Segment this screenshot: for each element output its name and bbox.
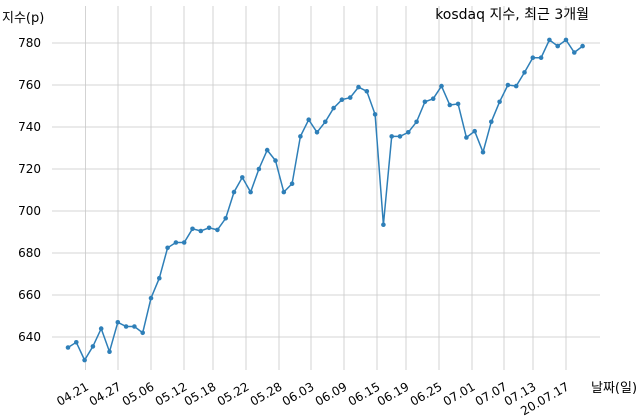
grid-lines	[52, 6, 600, 370]
data-point	[331, 105, 336, 111]
data-point	[389, 134, 395, 139]
data-point	[489, 119, 494, 125]
data-point	[397, 134, 403, 139]
data-point	[314, 130, 320, 135]
data-point	[231, 189, 237, 195]
data-point	[190, 226, 195, 232]
data-point	[240, 175, 245, 180]
data-point	[74, 340, 79, 345]
data-point	[480, 149, 486, 155]
data-point	[356, 84, 361, 90]
data-point	[107, 349, 112, 355]
data-point	[572, 50, 577, 55]
data-point	[123, 324, 129, 329]
data-point	[563, 37, 569, 43]
data-point	[132, 324, 137, 329]
x-tick-label: 06.25	[408, 379, 445, 408]
y-axis-label: 지수(p)	[2, 11, 44, 26]
data-point	[372, 112, 378, 117]
data-point	[140, 330, 145, 336]
y-tick-label: 780	[18, 36, 41, 50]
data-point	[273, 158, 278, 163]
data-point	[381, 222, 386, 227]
data-point	[82, 357, 87, 363]
data-point	[347, 95, 353, 100]
data-point	[173, 240, 179, 245]
x-tick-label: 06.15	[346, 379, 383, 408]
data-point	[406, 130, 411, 135]
x-tick-label: 04.21	[54, 379, 91, 408]
y-tick-label: 660	[18, 288, 41, 302]
x-tick-label: 05.28	[248, 379, 285, 408]
y-tick-label: 740	[18, 120, 41, 134]
x-tick-label: 07.07	[473, 379, 510, 408]
data-point	[148, 295, 154, 301]
data-point	[464, 135, 469, 140]
data-point	[165, 245, 170, 251]
data-point	[430, 96, 436, 101]
y-tick-label: 760	[18, 78, 41, 92]
x-tick-label: 05.22	[215, 379, 252, 408]
data-point	[530, 55, 536, 60]
x-tick-label: 04.27	[87, 379, 124, 408]
data-point	[339, 97, 345, 102]
data-point	[98, 326, 104, 331]
data-point	[439, 83, 444, 89]
series-line	[67, 38, 584, 362]
x-tick-label: 06.19	[375, 379, 412, 408]
data-point	[206, 225, 212, 231]
data-point	[364, 89, 370, 94]
y-axis-ticks: 640 660 680 700 720 740 760 780	[18, 36, 41, 344]
data-point	[580, 43, 585, 49]
data-point	[547, 37, 552, 43]
x-tick-label: 06.09	[313, 379, 350, 408]
data-point	[323, 119, 328, 125]
x-tick-label: 06.03	[280, 379, 317, 408]
data-point	[538, 55, 544, 60]
x-axis-label: 날짜(일)	[591, 381, 637, 396]
data-point	[513, 83, 519, 89]
data-point	[455, 101, 461, 107]
series-points	[65, 37, 585, 363]
data-point	[497, 99, 502, 105]
data-point	[306, 117, 312, 122]
data-point	[90, 344, 96, 349]
x-tick-label: 05.12	[153, 379, 190, 408]
data-point	[65, 345, 71, 350]
data-point	[157, 275, 162, 281]
data-point	[298, 134, 303, 139]
data-point	[289, 181, 295, 186]
y-tick-label: 680	[18, 246, 41, 260]
data-point	[198, 228, 204, 234]
x-tick-label: 05.06	[120, 379, 157, 408]
y-tick-label: 720	[18, 162, 41, 176]
data-point	[115, 320, 121, 325]
data-point	[223, 216, 228, 221]
data-point	[181, 240, 187, 245]
x-tick-label: 07.01	[441, 379, 478, 408]
data-point	[447, 102, 453, 108]
data-point	[422, 99, 428, 105]
data-point	[505, 82, 511, 88]
y-tick-label: 700	[18, 204, 41, 218]
data-point	[215, 227, 220, 233]
y-tick-label: 640	[18, 330, 41, 344]
chart-title: kosdaq 지수, 최근 3개월	[435, 7, 589, 23]
x-tick-label: 05.18	[182, 379, 219, 408]
data-point	[414, 119, 419, 125]
data-point	[281, 189, 287, 195]
data-point	[248, 189, 253, 195]
data-point	[256, 166, 262, 172]
x-axis-ticks: 04.2104.2705.0605.1205.1805.2205.2806.03…	[54, 379, 571, 418]
data-point	[522, 70, 527, 75]
data-point	[472, 128, 478, 134]
data-point	[264, 147, 270, 153]
data-point	[555, 43, 560, 49]
